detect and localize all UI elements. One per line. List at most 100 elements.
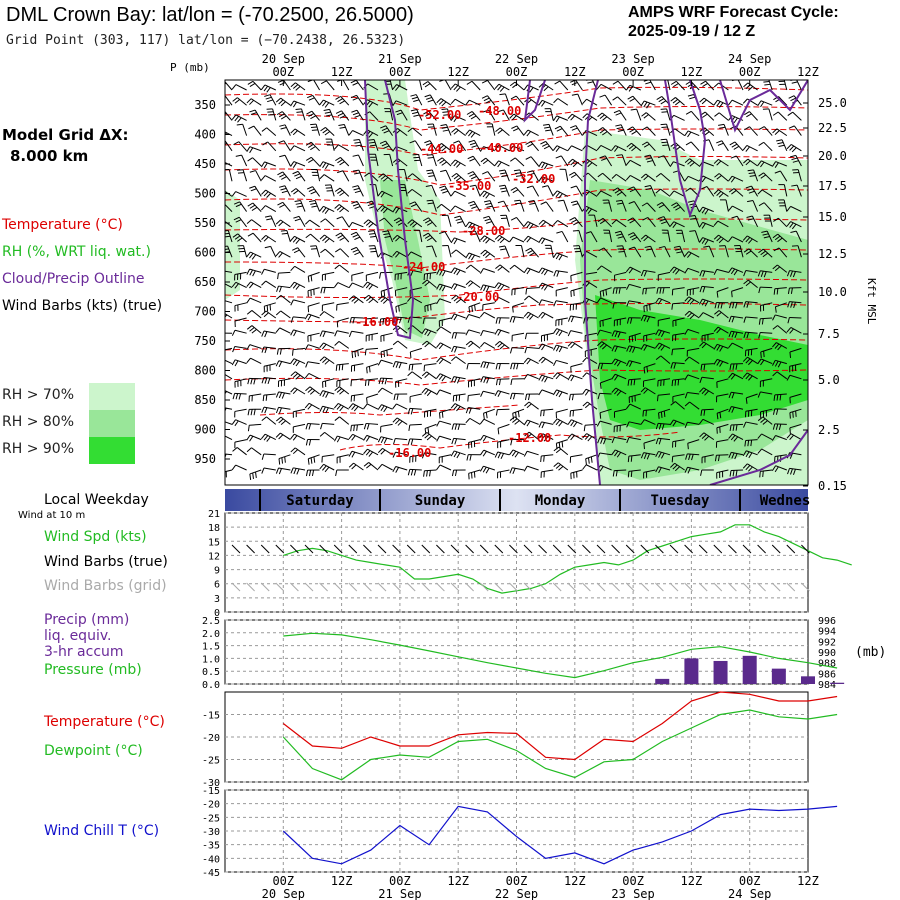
wind-barb [720, 199, 729, 212]
wind-barb [671, 347, 685, 356]
wind-barb [759, 469, 773, 478]
wind-barb [377, 404, 393, 413]
wind-barb [305, 141, 320, 152]
wind-barb [494, 160, 510, 168]
wind-barb [410, 109, 423, 121]
wind-barb [322, 378, 335, 388]
precip-panel-tick-label: 2.0 [202, 629, 220, 640]
wind-barb [260, 433, 277, 442]
wind-barb [348, 403, 364, 412]
bottom-date-label: 21 Sep [378, 887, 421, 900]
wind-barb [700, 408, 714, 416]
precip-bar [801, 676, 815, 684]
wind-barb [523, 311, 539, 320]
wind-barb [640, 269, 656, 277]
wind-barb [421, 452, 437, 459]
wind-barb [567, 158, 583, 168]
wind-barb [553, 220, 569, 228]
wind-barb [422, 279, 437, 288]
wind-barb [570, 125, 583, 136]
bottom-time-label: 00Z [272, 874, 294, 888]
wind-barb [544, 244, 554, 258]
wind-barb [305, 439, 320, 446]
wind-barb [571, 93, 583, 106]
wind-barb [278, 454, 291, 465]
wind-barb [684, 328, 700, 335]
wind-barb [788, 125, 802, 136]
wind-barb [451, 469, 466, 477]
wind-barb [713, 234, 729, 244]
wind-barb [364, 378, 379, 386]
wind-barb [378, 217, 393, 228]
wind-barb [685, 453, 700, 461]
wind-barb [480, 376, 495, 384]
wind-barb [275, 219, 291, 228]
wind-barb [713, 358, 729, 367]
wind-barb [425, 184, 437, 197]
wind-barb [569, 302, 583, 311]
wind-barb [730, 155, 744, 167]
wind-barb [684, 267, 700, 274]
wind-barb [392, 84, 408, 91]
wind-barb [642, 217, 656, 228]
wind-barb [246, 344, 262, 351]
wind-barb [655, 422, 671, 430]
wind-barb [671, 454, 685, 463]
wind-barb [570, 271, 583, 282]
wind-barb [757, 189, 773, 197]
wind-barb [306, 186, 321, 197]
wind-panel-tick-label: 18 [208, 523, 220, 534]
surface-wind-barb-grid [742, 582, 752, 592]
wind-barb [555, 287, 568, 297]
wind-barb [277, 201, 291, 212]
surface-wind-barb-grid [552, 582, 562, 592]
wind-barb [225, 283, 233, 289]
surface-wind-barb-grid [436, 582, 445, 592]
wind-barb [225, 373, 233, 380]
wind-barb [334, 144, 350, 152]
precip-panel-tick-label: 0.5 [202, 667, 220, 678]
wind-barb [232, 345, 247, 353]
bottom-date-label: 22 Sep [495, 887, 538, 900]
top-date-label: 24 Sep [728, 52, 771, 66]
wind-barb [276, 285, 291, 293]
weekday-label: Sunday [415, 493, 466, 509]
wind-barb [640, 387, 656, 395]
wind-barb [715, 439, 729, 448]
wind-barb [573, 245, 583, 258]
wind-barb [246, 357, 262, 365]
wind-barb [790, 230, 802, 243]
kft-tick-label: 20.0 [818, 149, 847, 163]
wind-barb [427, 123, 437, 136]
wind-barb [338, 123, 350, 136]
wind-barb [450, 159, 466, 168]
wind-barb [757, 160, 773, 168]
wind-barb [452, 393, 466, 402]
wind-barb [567, 341, 583, 349]
legend-rh90: RH > 90% [2, 441, 75, 457]
wind-barb [307, 80, 321, 91]
wind-barb [686, 287, 700, 296]
wind-barb [596, 420, 612, 427]
wind-barb [479, 434, 495, 442]
wind-barb [363, 448, 379, 457]
wind-barb [348, 330, 364, 338]
wind-barb [538, 356, 554, 365]
wind-barb [290, 371, 306, 380]
wind-barb [627, 217, 642, 228]
wind-barb [231, 281, 247, 289]
top-date-label: 23 Sep [611, 52, 654, 66]
wind-barb [436, 203, 452, 212]
wind-barb [612, 80, 627, 91]
wind-barb [599, 378, 612, 389]
wind-barb [525, 247, 539, 258]
wind-barb [395, 302, 408, 313]
wind-barb [465, 406, 481, 414]
windchill-line [282, 805, 838, 865]
wind-barb [421, 328, 437, 337]
wind-barb [686, 347, 700, 357]
wind-barb [467, 393, 481, 402]
wind-barb [249, 109, 262, 121]
wind-barb [763, 214, 773, 227]
wind-barb [789, 408, 802, 419]
